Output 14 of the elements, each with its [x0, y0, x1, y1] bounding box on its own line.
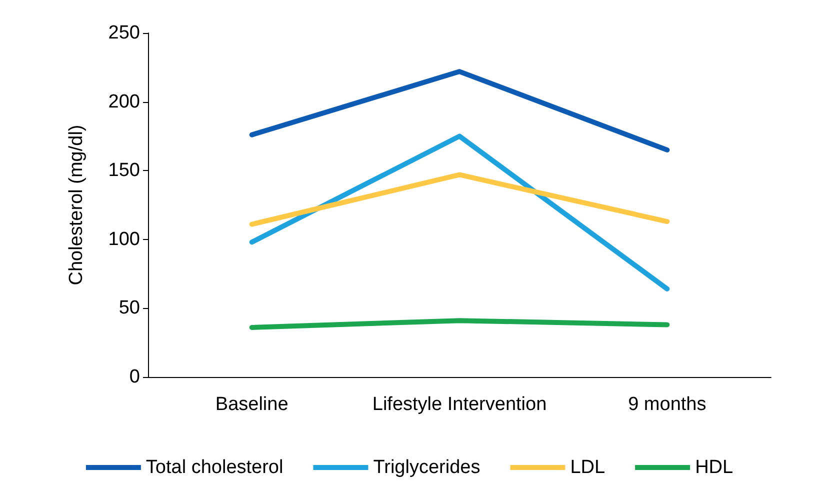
y-tick-label: 200: [108, 91, 140, 112]
x-tick-label: Lifestyle Intervention: [372, 394, 547, 415]
legend-label: Triglycerides: [373, 457, 480, 478]
y-tick-label: 0: [129, 366, 140, 388]
x-tick-label: Baseline: [215, 394, 288, 415]
y-tick-label: 150: [108, 160, 140, 182]
legend-label: LDL: [570, 457, 606, 478]
y-tick-label: 50: [118, 298, 140, 319]
x-tick-label: 9 months: [628, 394, 706, 415]
legend-label: HDL: [695, 457, 734, 478]
y-axis-title: Cholesterol (mg/dl): [66, 124, 87, 286]
legend-label: Total cholesterol: [146, 457, 284, 478]
y-tick-label: 250: [108, 22, 140, 44]
y-tick-label: 100: [108, 228, 140, 250]
